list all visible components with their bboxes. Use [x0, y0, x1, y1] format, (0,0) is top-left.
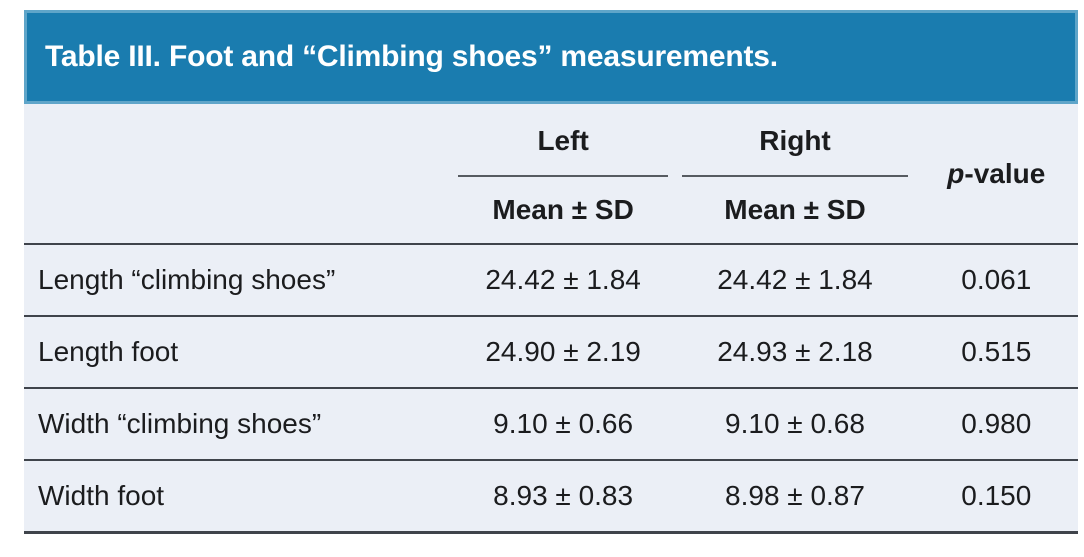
subheader-left-mean-sd: Mean ± SD	[492, 194, 634, 225]
row-label: Width “climbing shoes”	[38, 408, 322, 439]
row-right-value: 9.10 ± 0.68	[725, 408, 865, 439]
subheader-right-mean-sd: Mean ± SD	[724, 194, 866, 225]
pvalue-label-text: p-value	[947, 157, 1046, 189]
table-row: Width foot 8.93 ± 0.83 8.98 ± 0.87 0.150	[24, 459, 1078, 531]
table-row: Length “climbing shoes” 24.42 ± 1.84 24.…	[24, 243, 1078, 315]
row-label: Length foot	[38, 336, 179, 367]
table-card: Table III. Foot and “Climbing shoes” mea…	[24, 10, 1078, 534]
row-right-value: 24.42 ± 1.84	[717, 264, 873, 295]
row-left-value: 8.93 ± 0.83	[493, 480, 634, 511]
row-right-value: 24.93 ± 2.18	[717, 336, 873, 367]
row-pvalue: 0.150	[961, 480, 1032, 511]
row-pvalue: 0.515	[961, 336, 1032, 367]
row-label: Length “climbing shoes”	[38, 264, 336, 295]
row-right-value: 8.98 ± 0.87	[725, 480, 865, 511]
column-header-left: Left	[451, 104, 676, 177]
table-body: Left Right p-value Mean ± SD Mean ± SD L…	[24, 104, 1078, 534]
row-left-value: 24.90 ± 2.19	[485, 336, 641, 367]
table-title-bar: Table III. Foot and “Climbing shoes” mea…	[24, 10, 1078, 104]
column-header-pvalue: p-value	[915, 104, 1078, 243]
row-pvalue: 0.980	[961, 408, 1032, 439]
row-left-value: 9.10 ± 0.66	[493, 408, 634, 439]
row-left-value: 24.42 ± 1.84	[485, 264, 641, 295]
table-header: Left Right p-value Mean ± SD Mean ± SD	[24, 104, 1078, 243]
table-row: Length foot 24.90 ± 2.19 24.93 ± 2.18 0.…	[24, 315, 1078, 387]
row-label: Width foot	[38, 480, 165, 511]
row-pvalue: 0.061	[961, 264, 1032, 295]
column-header-right: Right	[675, 104, 914, 177]
table-title: Table III. Foot and “Climbing shoes” mea…	[45, 40, 778, 73]
table-row: Width “climbing shoes” 9.10 ± 0.66 9.10 …	[24, 387, 1078, 459]
